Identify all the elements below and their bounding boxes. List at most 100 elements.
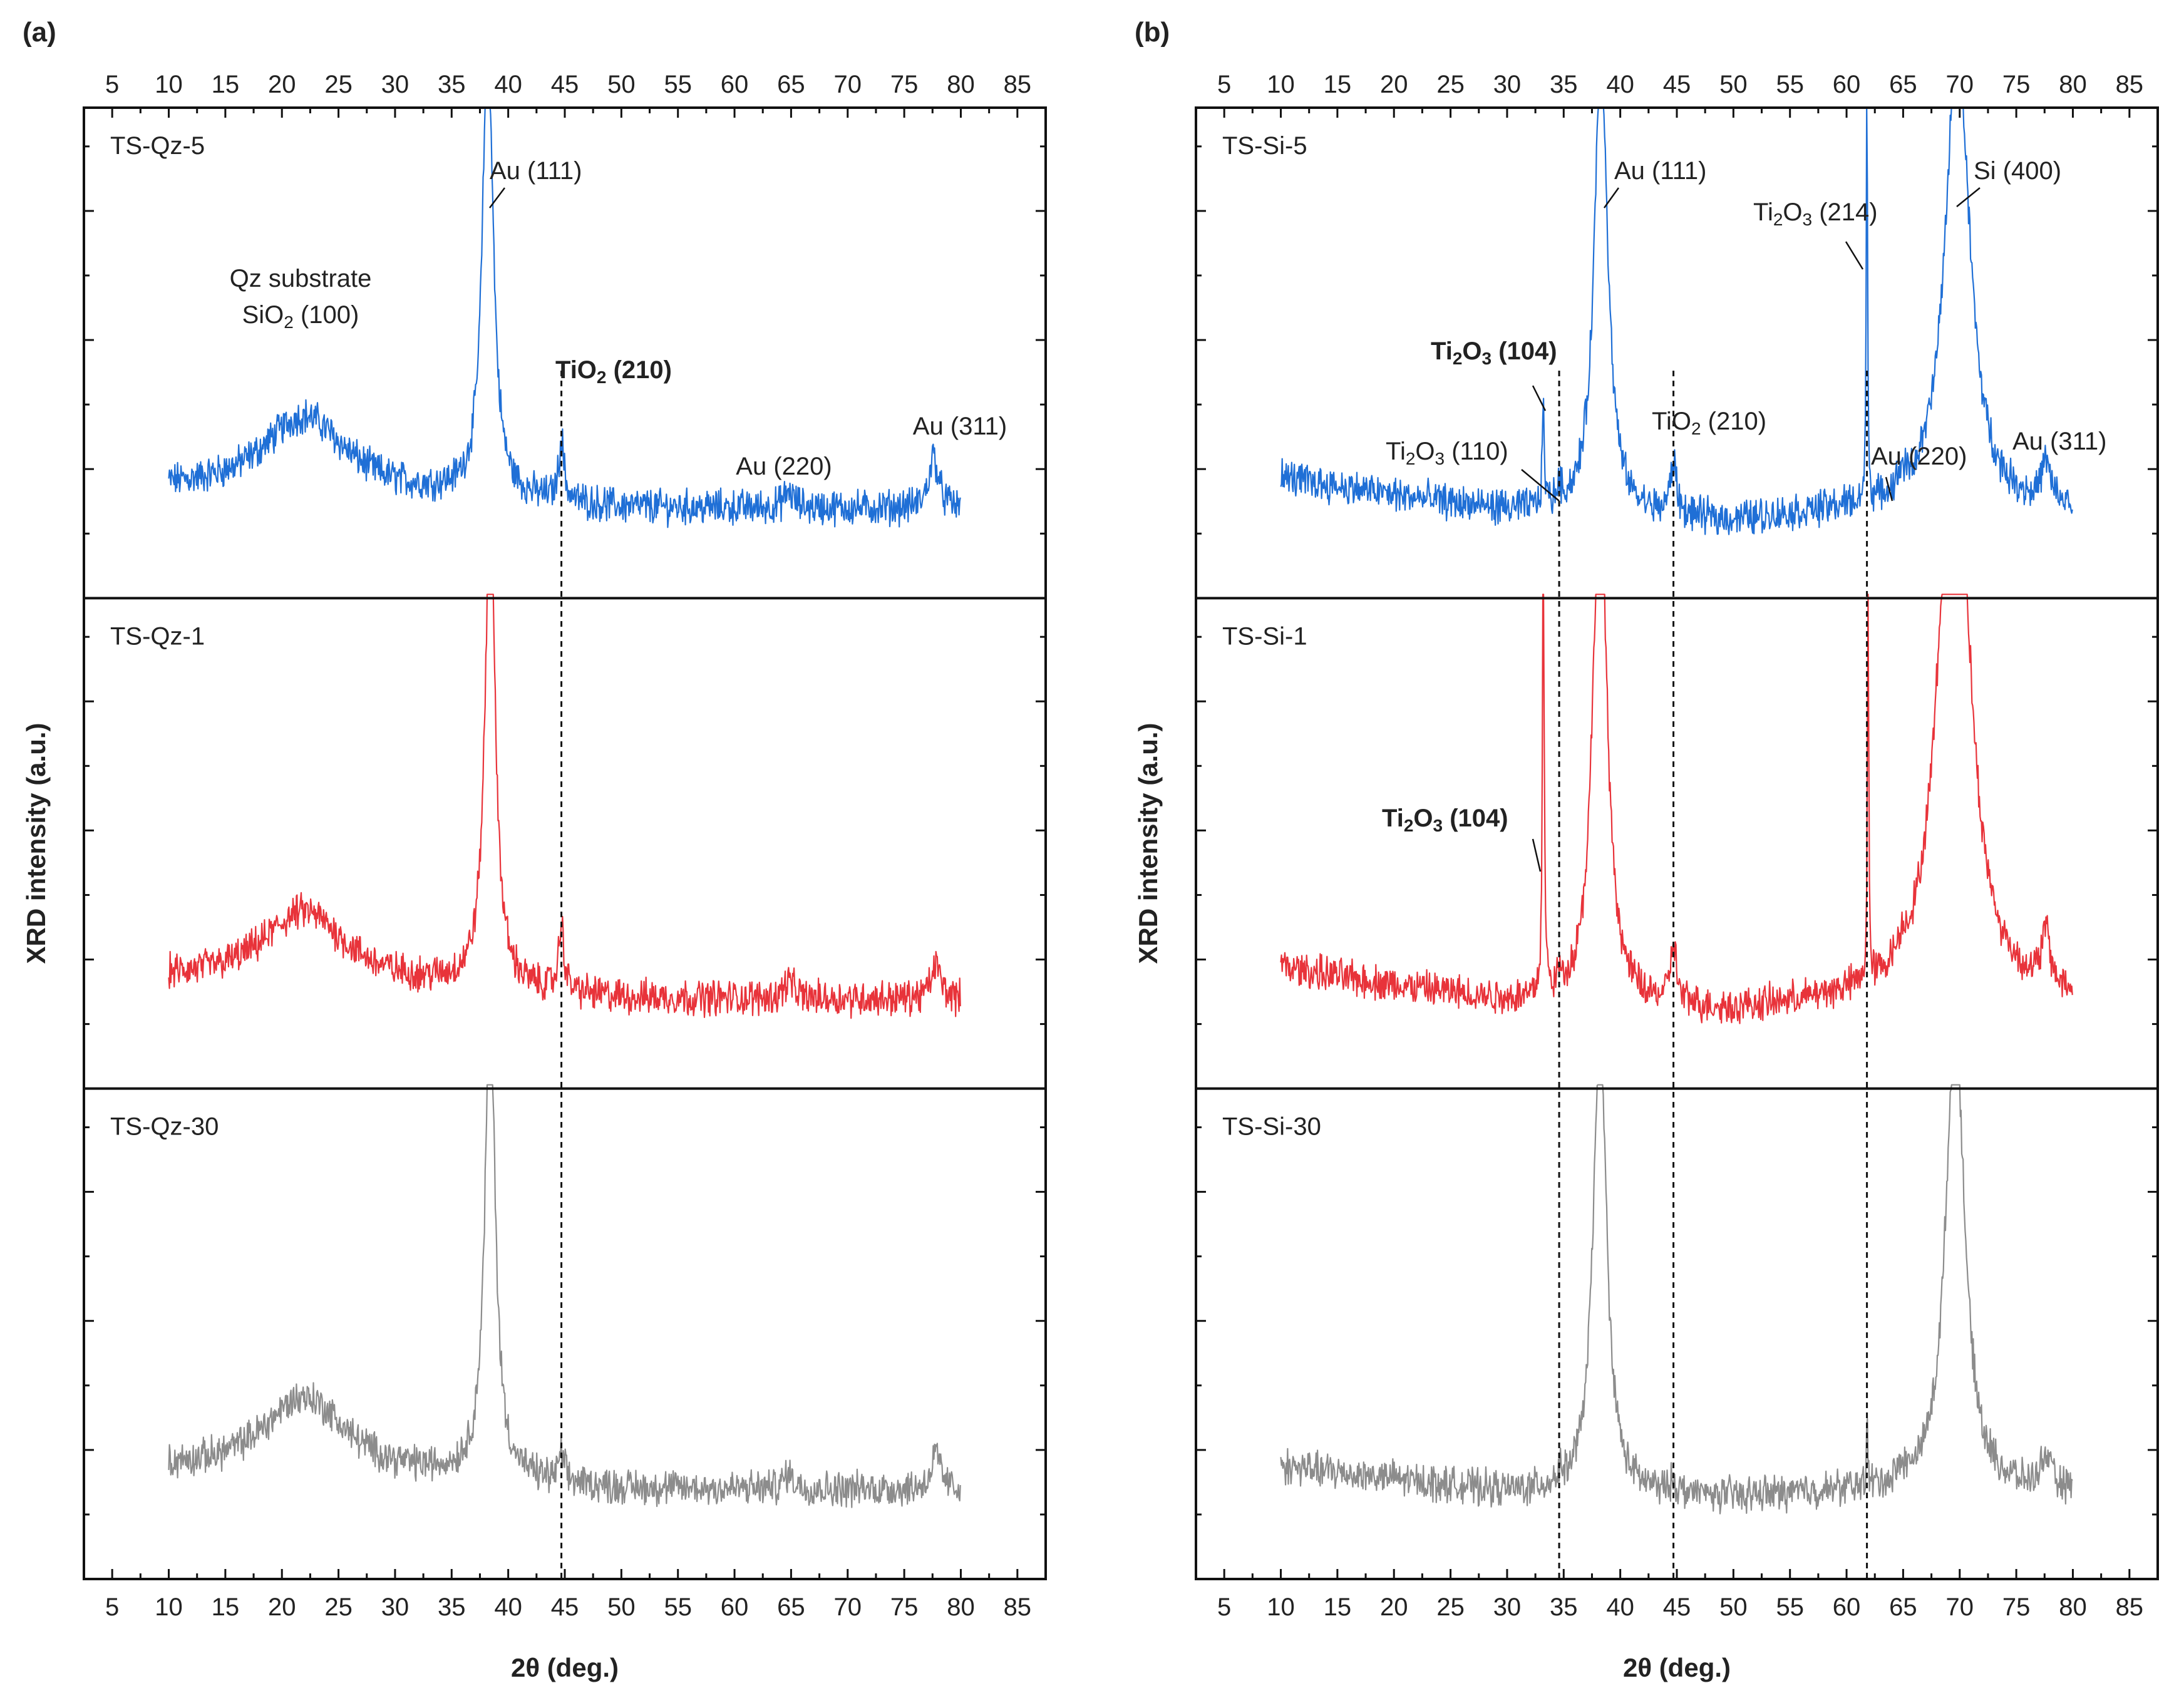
annotation-si5-ti2o3-110-part: O: [1415, 438, 1435, 465]
x-tick-label: 30: [381, 1593, 410, 1621]
x-tick-label: 55: [664, 1593, 692, 1621]
x-tick-label: 85: [1004, 1593, 1032, 1621]
x-tick-label: 25: [1436, 1593, 1465, 1621]
x-tick-label: 40: [1606, 1593, 1634, 1621]
x-tick-label-top: 10: [155, 71, 183, 98]
x-axis-title: 2θ (deg.): [511, 1653, 619, 1682]
plot-frame: [1195, 106, 2159, 1580]
x-tick-label: 65: [777, 1593, 805, 1621]
x-tick-label-top: 55: [664, 71, 692, 98]
annotation-si5-ti2o3-104-part: 3: [1482, 349, 1492, 368]
annotation-substrate-part: Qz substrate: [230, 265, 372, 292]
x-tick-label: 80: [947, 1593, 975, 1621]
sample-label: TS-Qz-1: [110, 622, 205, 650]
annotation-si5-ti2o3-214-part: (214): [1812, 198, 1878, 226]
x-tick-label-top: 55: [1776, 71, 1804, 98]
x-tick-label-top: 25: [1436, 71, 1465, 98]
annotation-si5-ti2o3-104: Ti2O3 (104): [1431, 337, 1557, 368]
annotation-leader: [1603, 187, 1620, 208]
trace-line: [168, 108, 961, 528]
annotation-si5-tio2: TiO2 (210): [1652, 408, 1766, 438]
x-tick-label: 60: [1833, 1593, 1861, 1621]
annotation-si5-ti2o3-104-part: 2: [1453, 349, 1463, 368]
annotation-si5-ti2o3-214-part: Ti: [1753, 198, 1773, 226]
x-tick-label-top: 45: [1663, 71, 1691, 98]
annotation-si5-tio2-part: TiO: [1652, 408, 1691, 435]
annotation-si5-tio2-part: (210): [1701, 408, 1767, 435]
x-tick-label: 10: [1267, 1593, 1295, 1621]
panel-b: (b)TS-Si-5TS-Si-1TS-Si-30551010151520202…: [1133, 17, 2159, 1682]
x-tick-label: 35: [1550, 1593, 1578, 1621]
annotation-si5-si400: Si (400): [1974, 157, 2061, 185]
annotation-si5-ti2o3-214: Ti2O3 (214): [1753, 198, 1878, 229]
trace-line: [1280, 594, 2073, 1024]
x-tick-label-top: 25: [324, 71, 353, 98]
annotation-leader: [1845, 241, 1864, 270]
trace-line: [168, 1084, 961, 1508]
annotation-si1-ti2o3-104-part: (104): [1443, 805, 1508, 832]
x-tick-label: 75: [2002, 1593, 2031, 1621]
annotation-au220: Au (220): [736, 453, 832, 480]
annotation-si1-ti2o3-104-part: 3: [1433, 816, 1443, 835]
sample-label: TS-Si-5: [1222, 132, 1307, 160]
annotation-leader: [1521, 469, 1560, 502]
annotation-si5-ti2o3-214-part: 2: [1773, 210, 1783, 229]
x-tick-label-top: 5: [105, 71, 119, 98]
annotation-leader: [1885, 476, 1893, 502]
annotation-si1-ti2o3-104-part: 2: [1404, 816, 1414, 835]
annotation-au311-part: Au (311): [913, 413, 1007, 440]
annotation-si5-ti2o3-214-part: 3: [1803, 210, 1813, 229]
x-tick-label: 55: [1776, 1593, 1804, 1621]
annotation-si5-ti2o3-110-part: Ti: [1386, 438, 1406, 465]
x-tick-label: 40: [494, 1593, 522, 1621]
annotation-tio2-part: 2: [597, 368, 607, 387]
sample-label: TS-Si-30: [1222, 1113, 1321, 1141]
annotation-leader: [1532, 838, 1542, 872]
x-tick-label-top: 5: [1217, 71, 1231, 98]
annotation-tio2-part: (210): [607, 356, 672, 384]
panel-a: (a)TS-Qz-5TS-Qz-1TS-Qz-30551010151520202…: [21, 17, 1047, 1682]
annotation-leader: [1956, 187, 1981, 207]
annotation-leader: [489, 187, 505, 208]
x-tick-label: 45: [1663, 1593, 1691, 1621]
panel-label: (b): [1135, 17, 1170, 48]
trace-line: [168, 594, 961, 1019]
annotation-sio2: SiO2 (100): [242, 301, 359, 332]
annotation-si1-ti2o3-104-part: Ti: [1382, 805, 1404, 832]
x-tick-label: 85: [2116, 1593, 2144, 1621]
x-tick-label-top: 20: [268, 71, 296, 98]
x-tick-label-top: 75: [890, 71, 919, 98]
annotation-au220-part: Au (220): [736, 453, 832, 480]
x-tick-label-top: 35: [1550, 71, 1578, 98]
annotation-si5-ti2o3-214-part: O: [1783, 198, 1802, 226]
annotation-tio2-part: TiO: [555, 356, 597, 384]
panel-label: (a): [23, 17, 56, 48]
series-TS-Si-5: [1280, 108, 2073, 535]
annotation-si1-ti2o3-104: Ti2O3 (104): [1382, 805, 1508, 835]
sample-label: TS-Qz-30: [110, 1113, 219, 1141]
annotation-au111: Au (111): [490, 157, 582, 185]
annotation-si5-au111: Au (111): [1614, 157, 1706, 185]
plot-frame: [83, 106, 1047, 1580]
annotation-si5-au220-part: Au (220): [1871, 443, 1967, 470]
annotation-si5-ti2o3-110: Ti2O3 (110): [1386, 438, 1508, 468]
x-tick-label-top: 50: [607, 71, 636, 98]
x-tick-label-top: 20: [1380, 71, 1408, 98]
x-tick-label-top: 35: [438, 71, 466, 98]
x-tick-label: 80: [2059, 1593, 2087, 1621]
x-tick-label-top: 60: [1833, 71, 1861, 98]
x-tick-label: 50: [607, 1593, 636, 1621]
x-tick-label-top: 10: [1267, 71, 1295, 98]
trace-line: [1280, 1084, 2073, 1515]
series-TS-Si-30: [1280, 1084, 2073, 1515]
annotation-si5-ti2o3-110-part: 2: [1406, 449, 1416, 468]
x-tick-label: 20: [1380, 1593, 1408, 1621]
x-tick-label-top: 45: [551, 71, 579, 98]
x-tick-label: 15: [1324, 1593, 1352, 1621]
x-tick-label-top: 80: [2059, 71, 2087, 98]
annotation-au111-part: Au (111): [490, 157, 582, 185]
trace-line: [1280, 108, 2073, 535]
x-tick-label-top: 40: [1606, 71, 1634, 98]
x-tick-label: 60: [721, 1593, 749, 1621]
